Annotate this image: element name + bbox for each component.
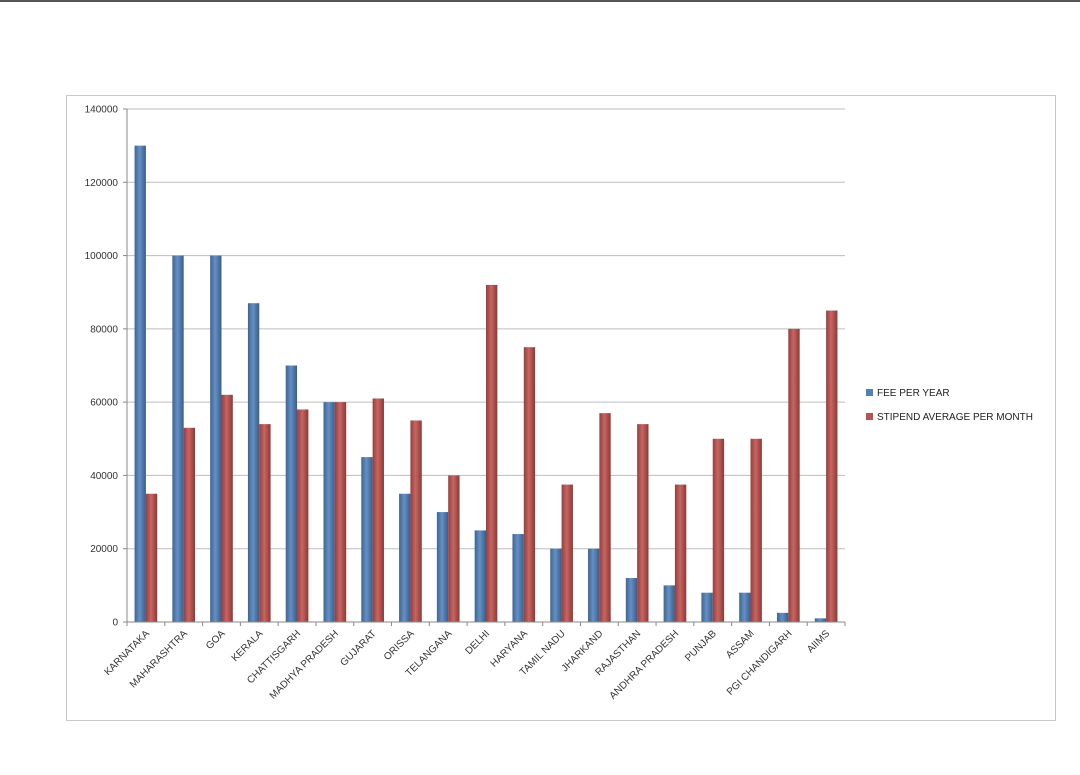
x-tick-label: PGI CHANDIGARH bbox=[725, 628, 794, 697]
x-tick-label: PUNJAB bbox=[683, 628, 719, 664]
bar-fee bbox=[172, 255, 184, 622]
bar-fee bbox=[474, 530, 486, 622]
y-tick-label: 80000 bbox=[90, 324, 118, 335]
bar-fee bbox=[323, 402, 335, 622]
bar-stipend bbox=[259, 424, 271, 622]
bar-fee bbox=[663, 585, 675, 622]
bar-stipend bbox=[750, 438, 762, 622]
bar-stipend bbox=[674, 484, 687, 622]
bar-stipend bbox=[826, 310, 838, 622]
bar-fee bbox=[436, 512, 449, 622]
y-tick-label: 60000 bbox=[90, 398, 118, 409]
y-tick-label: 40000 bbox=[90, 471, 118, 482]
bar-stipend bbox=[599, 413, 611, 622]
legend: FEE PER YEAR STIPEND AVERAGE PER MONTH bbox=[866, 388, 1033, 423]
legend-label: STIPEND AVERAGE PER MONTH bbox=[877, 412, 1033, 423]
y-axis-ticks: 0 20000 40000 60000 80000 100000 120000 140000 bbox=[85, 105, 127, 629]
bar-fee bbox=[814, 618, 827, 622]
bar-stipend bbox=[523, 347, 536, 622]
bar-fee bbox=[285, 365, 298, 622]
bar-fee bbox=[776, 612, 789, 622]
y-tick-label: 0 bbox=[112, 618, 118, 629]
window-top-border bbox=[0, 0, 1080, 2]
x-tick-label: GUJARAT bbox=[338, 628, 378, 668]
y-tick-label: 20000 bbox=[90, 544, 118, 555]
bar-fee bbox=[399, 493, 411, 622]
bar-stipend bbox=[297, 409, 309, 622]
x-tick-label: KERALA bbox=[230, 628, 266, 664]
bar-fee bbox=[739, 592, 751, 622]
bar-fee bbox=[134, 145, 146, 622]
x-tick-label: MADHYA PRADESH bbox=[268, 628, 341, 701]
x-tick-label: ANDHRA PRADESH bbox=[608, 628, 681, 701]
y-tick-label: 100000 bbox=[85, 251, 119, 262]
bar-stipend bbox=[637, 424, 649, 622]
legend-swatch bbox=[866, 389, 873, 396]
bar-stipend bbox=[372, 398, 384, 622]
bar-stipend bbox=[712, 438, 725, 622]
x-tick-label: GOA bbox=[204, 628, 228, 652]
x-tick-label: ORISSA bbox=[382, 628, 417, 663]
x-tick-label: AIIMS bbox=[805, 628, 832, 655]
bar-stipend bbox=[334, 402, 347, 622]
bar-stipend bbox=[448, 475, 460, 622]
bar-fee bbox=[550, 548, 562, 622]
y-tick-label: 140000 bbox=[85, 105, 119, 116]
bar-stipend bbox=[183, 427, 196, 622]
x-tick-label: ASSAM bbox=[724, 628, 757, 661]
axes bbox=[126, 109, 846, 626]
legend-label: FEE PER YEAR bbox=[877, 388, 950, 399]
bar-fee bbox=[210, 255, 222, 622]
x-tick-label: DELHI bbox=[464, 628, 493, 657]
bar-stipend bbox=[221, 394, 233, 622]
bar-fee bbox=[625, 578, 638, 622]
bar-stipend bbox=[145, 493, 158, 622]
bar-fee bbox=[588, 548, 600, 622]
bar-fee bbox=[247, 303, 260, 622]
bar-stipend bbox=[410, 420, 422, 622]
bars bbox=[134, 145, 838, 622]
bar-stipend bbox=[788, 328, 800, 622]
bar-fee bbox=[701, 592, 713, 622]
bar-fee bbox=[361, 457, 373, 622]
y-tick-label: 120000 bbox=[85, 178, 119, 189]
bar-stipend bbox=[561, 484, 573, 622]
bar-stipend bbox=[486, 284, 498, 622]
bar-fee bbox=[512, 534, 524, 622]
legend-swatch bbox=[866, 413, 873, 420]
